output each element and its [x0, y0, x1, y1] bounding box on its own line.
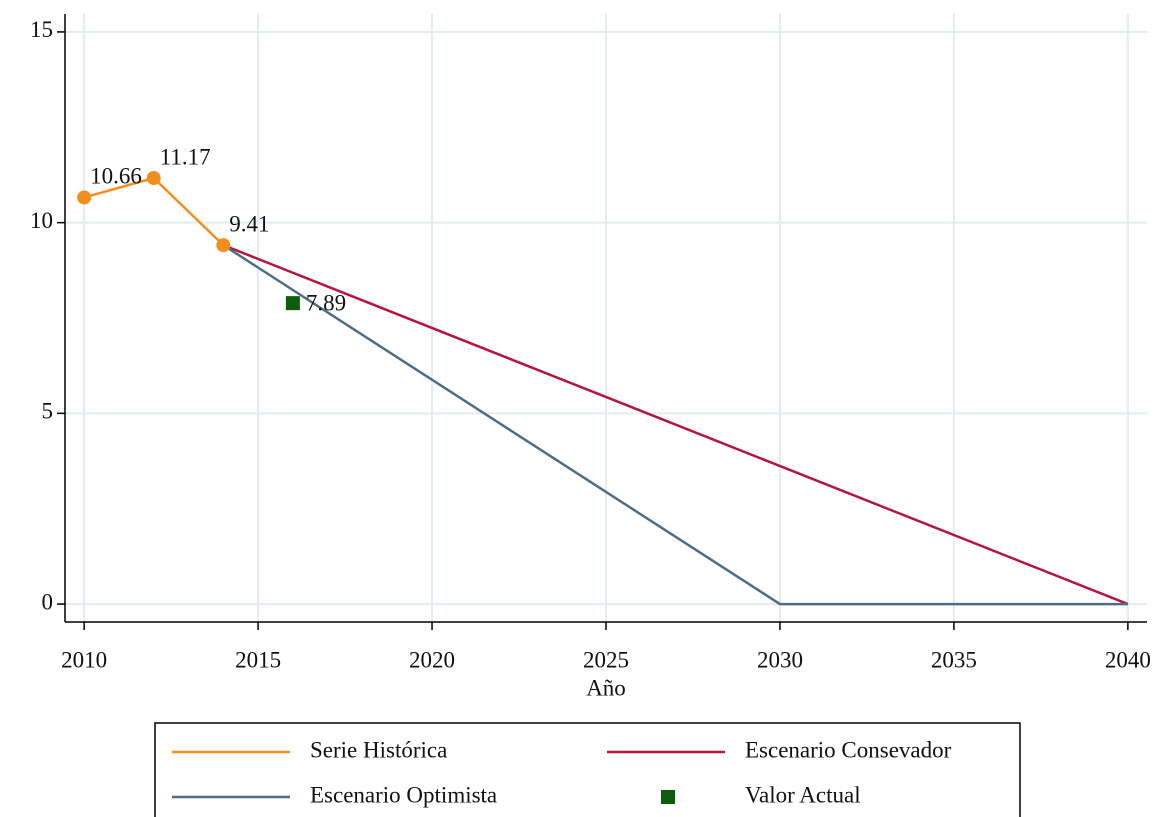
data-label: 11.17	[160, 144, 211, 169]
point	[146, 171, 161, 186]
x-axis-label: Año	[586, 675, 626, 700]
legend-label: Escenario Consevador	[745, 737, 952, 762]
x-tick-label: 2015	[235, 647, 281, 672]
point	[285, 296, 300, 311]
legend-label: Escenario Optimista	[310, 782, 497, 807]
legend-label: Valor Actual	[745, 782, 861, 807]
x-tick-label: 2020	[409, 647, 455, 672]
x-tick-label: 2030	[757, 647, 803, 672]
y-tick-label: 10	[30, 208, 53, 233]
legend-label: Serie Histórica	[310, 737, 447, 762]
x-tick-label: 2025	[583, 647, 629, 672]
legend-swatch	[661, 790, 675, 804]
x-tick-label: 2035	[931, 647, 977, 672]
data-label: 10.66	[90, 164, 142, 189]
x-tick-label: 2010	[61, 647, 107, 672]
data-label: 9.41	[229, 211, 269, 236]
y-tick-label: 5	[42, 399, 54, 424]
y-tick-label: 15	[30, 17, 53, 42]
series-line	[222, 243, 1129, 606]
x-tick-label: 2040	[1105, 647, 1151, 672]
point	[216, 238, 231, 253]
point	[77, 190, 92, 205]
legend-box	[154, 722, 1021, 817]
data-label: 7.89	[306, 290, 346, 315]
y-tick-label: 0	[42, 589, 54, 614]
series-line	[222, 244, 1128, 606]
